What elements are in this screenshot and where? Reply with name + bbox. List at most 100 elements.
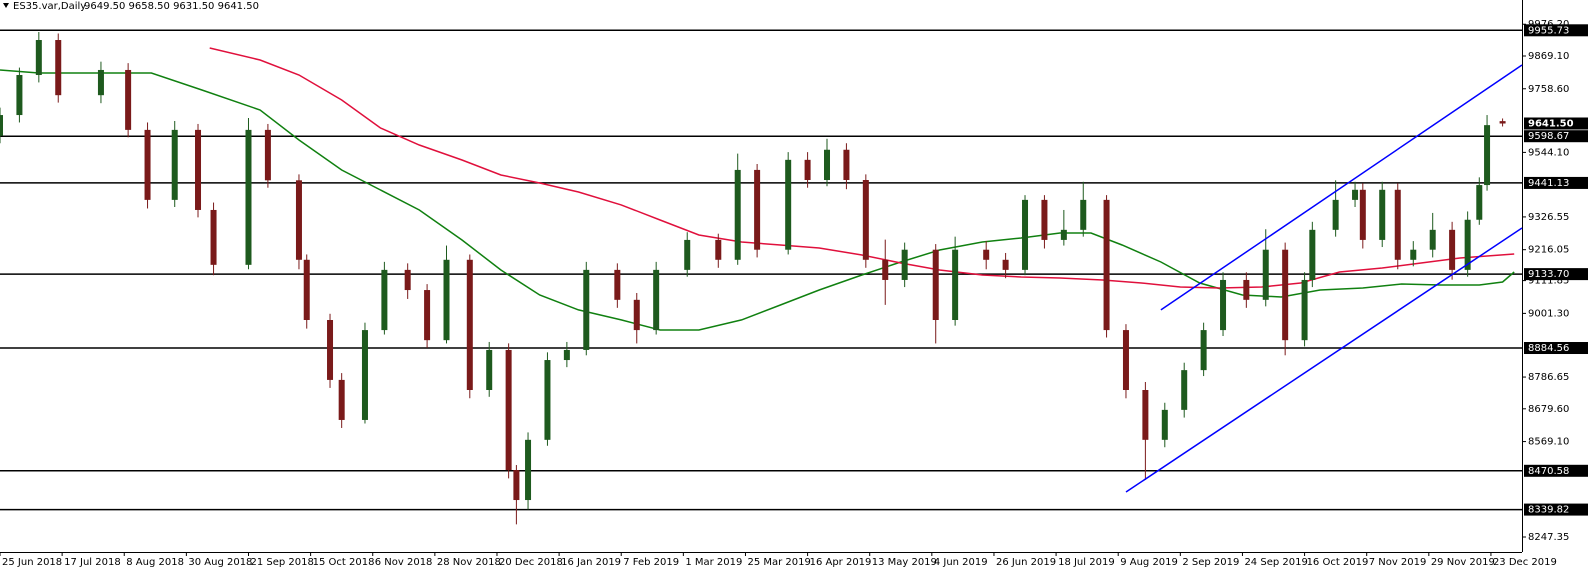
candle-body [16, 75, 23, 116]
candle-body [1262, 249, 1269, 300]
menu-arrow[interactable] [3, 3, 9, 8]
candle-body [97, 69, 104, 96]
candle-body [1200, 330, 1207, 371]
candle-body [35, 40, 42, 76]
y-tick-label: 8679.60 [1528, 404, 1569, 415]
level-label-box [1524, 268, 1588, 281]
moving-average [0, 69, 1515, 331]
candle-body [338, 379, 345, 420]
candle-body [901, 249, 908, 280]
x-tick-label: 9 Aug 2019 [1120, 557, 1178, 568]
candle-body [1449, 229, 1456, 270]
x-tick-label: 23 Dec 2019 [1493, 557, 1557, 568]
candle-body [804, 159, 811, 181]
x-tick-label: 18 Jul 2019 [1058, 557, 1115, 568]
candle-body [443, 259, 450, 341]
level-label: 9598.67 [1528, 131, 1569, 142]
x-tick-label: 29 Nov 2019 [1431, 557, 1495, 568]
candle-body [505, 349, 512, 471]
y-tick-label: 9216.05 [1528, 245, 1569, 256]
level-label: 8884.56 [1528, 343, 1569, 354]
level-label: 8339.82 [1528, 505, 1569, 516]
candle-body [210, 209, 217, 265]
candle-body [633, 299, 640, 331]
level-label-box [1524, 503, 1588, 516]
level-label-box [1524, 176, 1588, 189]
x-tick-label: 16 Apr 2019 [810, 557, 872, 568]
candle-body [932, 249, 939, 321]
candle-body [1499, 121, 1506, 124]
x-tick-label: 2 Sep 2019 [1182, 557, 1239, 568]
candle-body [1080, 199, 1087, 230]
candle-body [1379, 189, 1386, 240]
candle-body [1103, 199, 1110, 331]
candle-body [715, 239, 722, 260]
symbol-title: ES35.var,Daily [13, 1, 86, 12]
candle-body [424, 290, 431, 341]
y-tick-label: 9869.10 [1528, 51, 1569, 62]
candle-body [303, 259, 310, 321]
x-tick-label: 7 Feb 2019 [623, 557, 679, 568]
candle-body [466, 259, 473, 390]
level-label: 9133.70 [1528, 269, 1569, 280]
x-tick-label: 6 Nov 2018 [375, 557, 433, 568]
candle-body [404, 269, 411, 291]
level-label-box [1524, 130, 1588, 143]
candle-body [1022, 199, 1029, 270]
last-price-label: 9641.50 [1528, 119, 1574, 130]
candle-body [327, 320, 334, 380]
candle-body [1352, 189, 1359, 200]
candle-body [1464, 219, 1471, 270]
candle-body [0, 115, 3, 136]
candle-body [525, 439, 532, 501]
candle-body [264, 129, 271, 181]
candle-body [1142, 389, 1149, 440]
candle-body [1476, 185, 1483, 220]
candle-body [983, 249, 990, 260]
y-tick-label: 9544.10 [1528, 147, 1569, 158]
candle-body [1220, 279, 1227, 331]
candle-body [785, 159, 792, 250]
y-tick-label: 8786.65 [1528, 372, 1569, 383]
candle-body [1484, 125, 1491, 186]
y-tick-label: 9111.85 [1528, 276, 1569, 287]
candle-body [1359, 189, 1366, 240]
x-tick-label: 8 Aug 2018 [126, 557, 184, 568]
x-tick-label: 13 May 2019 [872, 557, 937, 568]
candle-body [295, 180, 302, 260]
candle-body [952, 249, 959, 321]
x-tick-label: 26 Jun 2019 [996, 557, 1056, 568]
x-tick-label: 20 Dec 2018 [499, 557, 563, 568]
candle-body [563, 349, 570, 361]
candle-body [1301, 279, 1308, 341]
level-label-box [1524, 24, 1588, 37]
candle-body [1394, 189, 1401, 260]
candle-body [862, 180, 869, 260]
candle-body [1060, 229, 1067, 240]
candle-body [843, 149, 850, 181]
x-tick-label: 25 Mar 2019 [747, 557, 810, 568]
candle-body [1332, 199, 1339, 230]
candle-body [513, 470, 520, 501]
x-tick-label: 16 Oct 2019 [1307, 557, 1369, 568]
candle-body [381, 269, 388, 331]
candle-body [754, 169, 761, 250]
candle-body [1282, 249, 1289, 341]
x-tick-label: 15 Oct 2018 [313, 557, 375, 568]
candle-body [1122, 330, 1129, 390]
candle-body [653, 269, 660, 331]
candle-body [583, 269, 590, 350]
candle-body [55, 40, 62, 96]
candle-body [1309, 229, 1316, 280]
x-tick-label: 21 Sep 2018 [250, 557, 313, 568]
candle-body [684, 239, 691, 270]
level-label-box [1524, 464, 1588, 477]
x-tick-label: 28 Nov 2018 [437, 557, 501, 568]
candle-body [144, 129, 151, 200]
x-tick-label: 25 Jun 2018 [2, 557, 62, 568]
candle-body [1002, 259, 1009, 270]
candle-body [734, 169, 741, 260]
candle-body [882, 259, 889, 280]
candle-body [1041, 199, 1048, 240]
